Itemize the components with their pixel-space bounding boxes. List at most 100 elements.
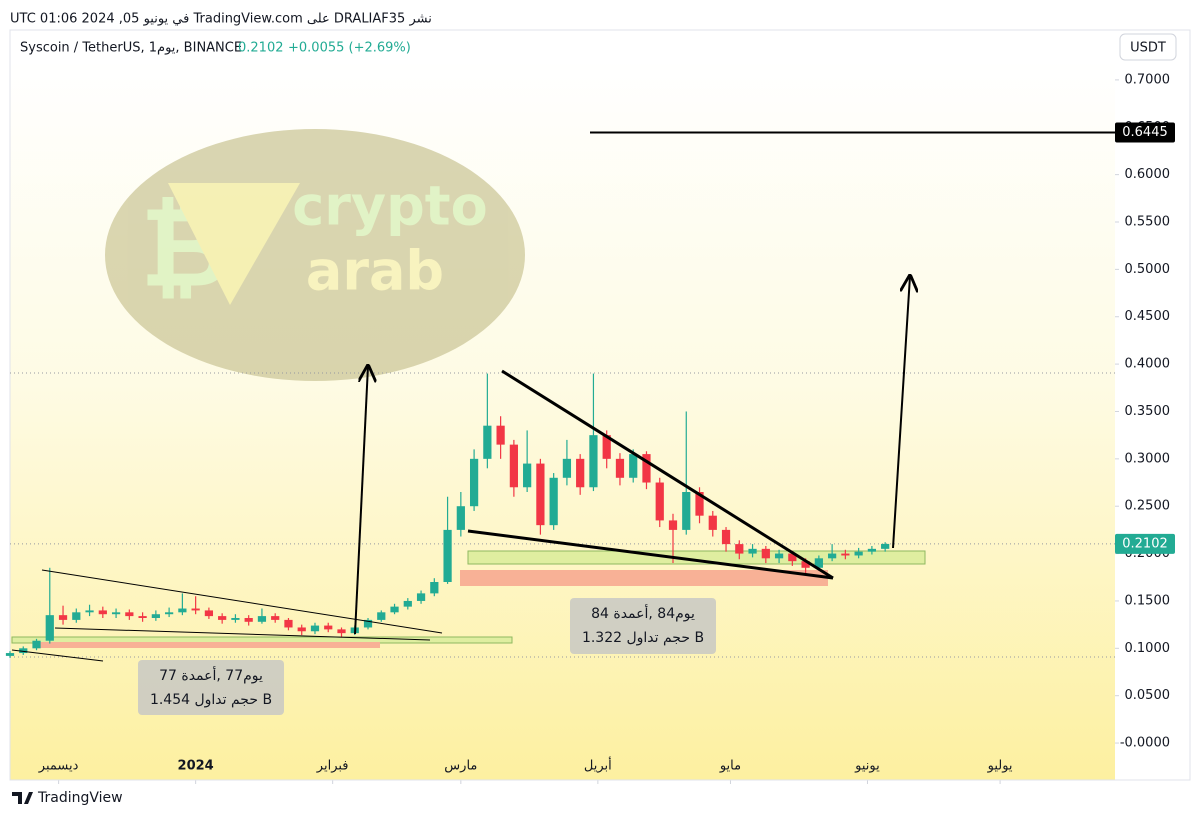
candle-body	[456, 506, 465, 530]
watermark-text: crypto	[292, 175, 487, 238]
y-tick-label: 0.7000	[1125, 72, 1171, 87]
y-tick-label: 0.2500	[1125, 499, 1171, 514]
candle-body	[416, 593, 426, 601]
candle-body	[151, 614, 160, 618]
candle-body	[337, 629, 346, 634]
candle-body	[735, 544, 744, 554]
y-tick-label: 0.4500	[1125, 309, 1171, 324]
candle-body	[32, 640, 41, 649]
candle-body	[218, 616, 227, 620]
annotation-box	[570, 598, 716, 654]
zone	[460, 570, 828, 586]
price-change: +0.0055 (+2.69%)	[288, 41, 411, 56]
candle-body	[854, 551, 863, 556]
candle-body	[19, 648, 28, 654]
candle-body	[589, 435, 598, 488]
candle-body	[125, 612, 134, 617]
candle-body	[324, 625, 333, 630]
last-price: 0.2102	[238, 41, 284, 56]
x-tick-label: ديسمبر	[38, 759, 79, 774]
candle-body	[562, 458, 572, 478]
candle-body	[45, 615, 54, 641]
candle-body	[867, 548, 877, 552]
candle-body	[430, 582, 439, 594]
candle-body	[695, 492, 704, 516]
y-tick-label: 0.5500	[1125, 215, 1171, 230]
last-price-badge	[1115, 533, 1175, 554]
candle-body	[284, 619, 293, 628]
candle-body	[814, 558, 823, 568]
y-tick-label: 0.3500	[1125, 404, 1171, 419]
candle-body	[244, 618, 253, 622]
candle-body	[576, 458, 585, 488]
y-tick-label: 0.5000	[1125, 262, 1171, 277]
candle-body	[483, 425, 492, 459]
candle-body	[615, 458, 625, 478]
x-tick-label: 2024	[178, 759, 214, 774]
arrow	[354, 366, 368, 635]
candle-body	[98, 610, 107, 615]
y-tick-label: 0.1000	[1125, 641, 1171, 656]
zone	[467, 550, 926, 565]
x-tick-label: يونيو	[854, 759, 880, 774]
annotation-text: يوم84 ,أعمدة 84	[591, 604, 695, 622]
arrow	[892, 276, 910, 549]
candle-body	[801, 561, 810, 568]
annotation-text: يوم77 ,أعمدة 77	[159, 666, 263, 684]
trend-line	[501, 369, 834, 580]
candle-body	[708, 515, 717, 530]
candle-body	[761, 548, 770, 559]
y-tick-label: 0.0500	[1125, 688, 1171, 703]
candle-body	[841, 553, 850, 556]
candle-body	[523, 463, 532, 488]
currency[interactable]: USDT	[1130, 41, 1166, 56]
candle-body	[257, 616, 267, 622]
candle-body	[310, 625, 320, 632]
y-tick-label: 0.1500	[1125, 593, 1171, 608]
annotation-box	[138, 660, 284, 715]
candle-body	[443, 529, 452, 582]
candle-body	[58, 615, 68, 620]
candle-body	[788, 553, 797, 562]
candle-body	[642, 454, 651, 483]
candle-body	[165, 612, 174, 615]
candle-body	[655, 482, 664, 521]
candle-body	[629, 454, 638, 478]
candle-body	[602, 435, 611, 459]
candle-body	[682, 492, 691, 530]
candle-body	[403, 600, 412, 607]
candle-body	[390, 606, 399, 613]
candle-body	[204, 610, 214, 617]
logo-mark	[12, 792, 33, 804]
trend-line	[41, 569, 443, 634]
candle-body	[549, 477, 558, 526]
watermark: ₿ crypto arab	[105, 129, 525, 381]
candle-body	[111, 612, 121, 615]
y-tick-label: 0.3000	[1125, 451, 1171, 466]
candle-body	[469, 458, 479, 507]
candle-body	[363, 619, 373, 628]
trend-line	[467, 529, 834, 580]
target-label: 0.6445	[1122, 125, 1168, 140]
x-tick-label: فبراير	[316, 759, 349, 774]
y-tick-label: -0.0000	[1120, 736, 1170, 751]
y-tick-label: 0.4000	[1125, 357, 1171, 372]
last-price-label: 0.2102	[1122, 536, 1168, 551]
candle-body	[774, 553, 784, 559]
symbol: Syscoin / TetherUS, 1يوم, BINANCE	[20, 41, 242, 56]
candle-body	[138, 616, 147, 618]
currency-button[interactable]	[1119, 33, 1177, 61]
candle-body	[297, 627, 306, 632]
watermark-text: arab	[306, 240, 444, 303]
target-badge	[1115, 122, 1175, 143]
candle-body	[828, 553, 837, 559]
watermark-logo	[168, 183, 300, 305]
candle-body	[748, 548, 757, 554]
candle-body	[721, 529, 731, 545]
candle-body	[536, 463, 545, 526]
candle-body	[668, 520, 678, 530]
candle-body	[178, 608, 187, 613]
candle-body	[496, 425, 505, 445]
candle-body	[271, 616, 280, 620]
